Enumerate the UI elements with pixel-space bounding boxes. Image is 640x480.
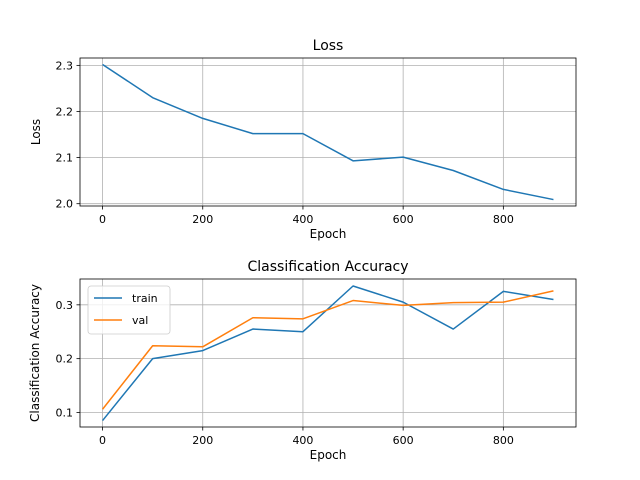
plot-area-0: [80, 58, 576, 206]
y-tick-label: 0.2: [56, 353, 74, 366]
x-tick-label: 600: [393, 213, 414, 226]
x-tick-label: 800: [493, 434, 514, 447]
series-line-0-0: [102, 63, 554, 201]
x-tick-label: 600: [393, 434, 414, 447]
x-tick-label: 0: [99, 213, 106, 226]
x-tick-label: 200: [192, 434, 213, 447]
y-tick-label: 0.3: [56, 299, 74, 312]
axes-frame-1: [79, 278, 577, 428]
y-tick-label: 2.3: [56, 59, 74, 72]
x-tick-label: 0: [99, 434, 106, 447]
series-line-val: [101, 290, 554, 410]
x-tick-label: 200: [192, 213, 213, 226]
chart-title: Classification Accuracy: [248, 259, 409, 275]
y-tick-label: 0.1: [56, 406, 74, 419]
chart-title: Loss: [313, 38, 344, 54]
y-tick-label: 2.2: [56, 105, 74, 118]
y-tick-label: 2.0: [56, 198, 74, 211]
legend-label-val: val: [132, 314, 148, 327]
series-line-train: [101, 285, 554, 422]
y-axis-label: Classification Accuracy: [28, 284, 42, 422]
x-tick-label: 400: [292, 213, 313, 226]
axes-frame-0: [79, 57, 577, 207]
y-tick-label: 2.1: [56, 152, 74, 165]
x-tick-label: 800: [493, 213, 514, 226]
x-axis-label: Epoch: [310, 227, 347, 241]
legend-box: [87, 285, 171, 335]
x-tick-label: 400: [292, 434, 313, 447]
legend-label-train: train: [132, 292, 158, 305]
y-axis-label: Loss: [29, 119, 43, 145]
x-axis-label: Epoch: [310, 448, 347, 462]
